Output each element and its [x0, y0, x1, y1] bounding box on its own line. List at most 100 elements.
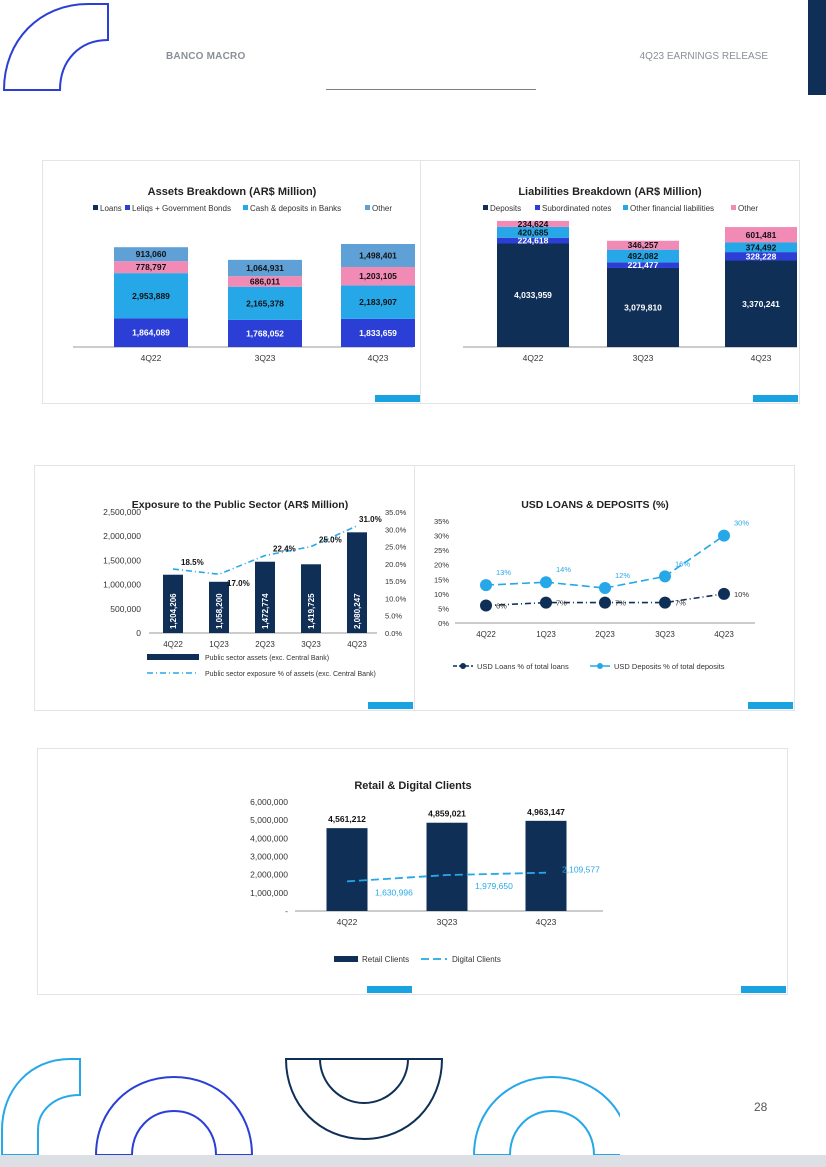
x-tick-label: 4Q22 — [523, 353, 544, 363]
x-tick-label: 2Q23 — [595, 630, 615, 639]
y2-tick-label: 35.0% — [385, 508, 407, 517]
y-tick-label: 2,000,000 — [103, 531, 141, 541]
release-title: 4Q23 EARNINGS RELEASE — [639, 51, 768, 62]
bank-name: BANCO MACRO — [166, 51, 246, 62]
legend-label: Subordinated notes — [542, 204, 611, 213]
data-point — [540, 576, 552, 589]
decorative-arches-bottom — [0, 1058, 620, 1156]
data-label: 1,498,401 — [359, 250, 397, 260]
data-point — [480, 599, 492, 612]
bar — [525, 820, 567, 911]
data-label: 2,183,907 — [359, 297, 397, 307]
y-tick-label: 30% — [434, 532, 449, 541]
bar-segment — [497, 220, 569, 227]
data-label: 1,203,105 — [359, 271, 397, 281]
accent-mark — [753, 395, 798, 402]
data-label: 6% — [496, 602, 507, 611]
bar-segment — [228, 319, 302, 347]
y-tick-label: 2,000,000 — [250, 870, 288, 880]
bar-segment — [114, 318, 188, 347]
series-line — [485, 534, 725, 589]
y-tick-label: 4,000,000 — [250, 833, 288, 843]
bar-segment — [341, 318, 415, 347]
legend-swatch — [334, 956, 358, 962]
data-label: 2,953,889 — [132, 291, 170, 301]
liabilities-chart: Liabilities Breakdown (AR$ Million) Depos… — [463, 186, 797, 363]
decorative-arch-top-left — [2, 3, 109, 91]
data-label: 374,492 — [746, 242, 777, 252]
y-tick-label: 20% — [434, 561, 449, 570]
legend-label: Public sector exposure % of assets (exc.… — [205, 671, 376, 678]
y-tick-label: 500,000 — [110, 604, 141, 614]
y-tick-label: 0 — [136, 628, 141, 638]
data-label: 16% — [675, 559, 690, 568]
x-tick-label: 4Q22 — [337, 917, 358, 927]
bar-value-label: 1,058,200 — [215, 593, 224, 629]
liabilities-panel: Liabilities Breakdown (AR$ Million) Depos… — [420, 160, 800, 404]
y-tick-label: 35% — [434, 517, 449, 526]
x-tick-label: 4Q23 — [714, 630, 734, 639]
accent-mark — [375, 395, 420, 402]
data-label: 10% — [734, 590, 749, 599]
y-tick-label: 1,000,000 — [250, 888, 288, 898]
data-label: 346,257 — [628, 240, 659, 250]
x-tick-label: 1Q23 — [209, 640, 229, 649]
data-label: 30% — [734, 519, 749, 528]
data-label: 4,033,959 — [514, 290, 552, 300]
data-label: 778,797 — [136, 262, 167, 272]
x-tick-label: 4Q23 — [536, 917, 557, 927]
bar-value-label: 1,419,725 — [307, 593, 316, 629]
legend-label: Deposits — [490, 204, 521, 213]
bar-segment — [607, 240, 679, 250]
data-label: 686,011 — [250, 276, 281, 286]
x-tick-label: 4Q23 — [368, 353, 389, 363]
legend-swatch — [460, 663, 466, 669]
bar-segment — [341, 243, 415, 267]
bar — [347, 532, 367, 633]
bar-segment — [607, 249, 679, 263]
bar — [301, 564, 321, 633]
chart-title: USD LOANS & DEPOSITS (%) — [521, 499, 669, 511]
data-label: 12% — [615, 571, 630, 580]
bar-value-label: 2,080,247 — [353, 593, 362, 629]
bar-value-label: 4,963,147 — [527, 807, 565, 817]
data-point — [599, 582, 611, 595]
data-label: 1,064,931 — [246, 263, 284, 273]
y-tick-label: 6,000,000 — [250, 797, 288, 807]
x-tick-label: 3Q23 — [633, 353, 654, 363]
bar — [426, 822, 468, 911]
bar — [255, 561, 275, 633]
y-tick-label: 5,000,000 — [250, 815, 288, 825]
legend-label: Other financial liabilities — [630, 204, 714, 213]
legend-swatch — [147, 654, 199, 660]
line-value-label: 18.5% — [181, 558, 204, 567]
legend-label: USD Loans % of total loans — [477, 662, 569, 671]
bar — [209, 581, 229, 633]
bar — [163, 574, 183, 633]
y-tick-label: 10% — [434, 590, 449, 599]
legend-swatch — [623, 205, 628, 210]
bar-value-label: 1,204,206 — [169, 593, 178, 629]
legend-label: Leliqs + Government Bonds — [132, 204, 231, 213]
data-label: 7% — [615, 599, 626, 608]
legend-label: Retail Clients — [362, 955, 409, 964]
bar-segment — [607, 267, 679, 347]
y-tick-label: 1,000,000 — [103, 580, 141, 590]
y2-tick-label: 20.0% — [385, 560, 407, 569]
y-tick-label: 15% — [434, 575, 449, 584]
data-point — [718, 529, 730, 542]
x-tick-label: 3Q23 — [301, 640, 321, 649]
line-value-label: 22.4% — [273, 545, 296, 554]
accent-mark — [367, 986, 412, 993]
legend-swatch — [365, 205, 370, 210]
x-tick-label: 3Q23 — [437, 917, 458, 927]
bar-segment — [725, 260, 797, 347]
legend-label: USD Deposits % of total deposits — [614, 662, 725, 671]
line-value-label: 2,109,577 — [562, 865, 600, 875]
legend-swatch — [535, 205, 540, 210]
usd-chart: USD LOANS & DEPOSITS (%) 0% 5% 10% 15% 20% 25%… — [434, 499, 755, 671]
bar-segment — [607, 262, 679, 268]
data-label: 3,079,810 — [624, 302, 662, 312]
bar-segment — [228, 286, 302, 320]
y-tick-label: 25% — [434, 546, 449, 555]
